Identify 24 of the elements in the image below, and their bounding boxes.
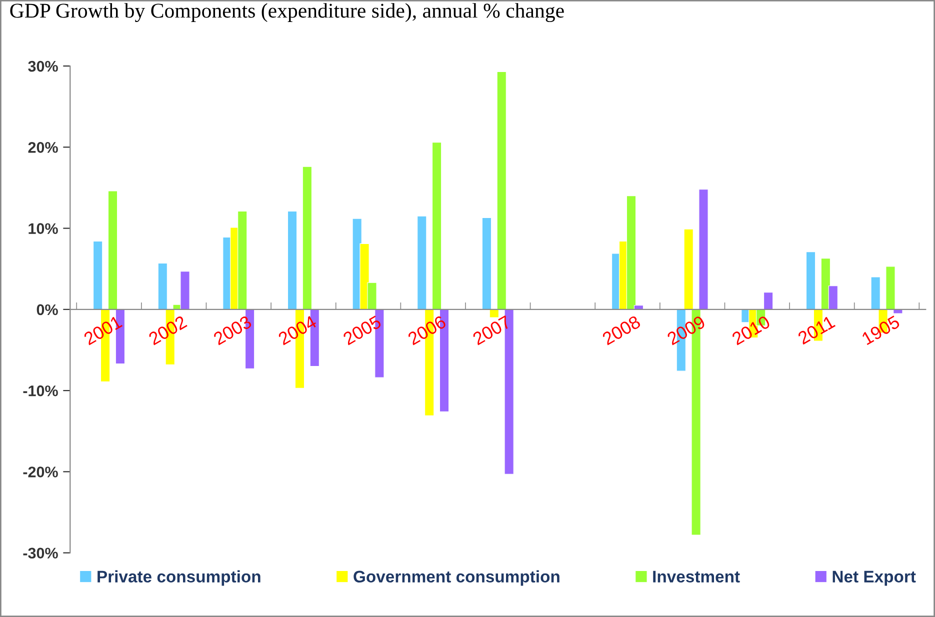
y-tick-label: -30%	[23, 548, 58, 559]
x-tick-label: 2001	[83, 315, 123, 346]
x-tick-label: 2008	[602, 315, 642, 346]
y-tick-label: 10%	[28, 223, 58, 234]
x-tick-label: 2011	[797, 315, 836, 345]
y-tick-label: -10%	[23, 385, 58, 396]
x-tick-label: 2010	[731, 315, 771, 346]
x-tick-label: 2002	[148, 315, 188, 346]
y-tick-label: 20%	[28, 142, 58, 153]
x-tick-label: 2005	[342, 315, 382, 346]
x-tick-label: 2006	[407, 315, 447, 346]
y-tick-label: 30%	[28, 60, 58, 72]
x-tick-label: 2004	[277, 314, 318, 346]
x-tick-label: 2003	[212, 315, 252, 346]
chart-title: GDP Growth by Components (expenditure side), annual % change	[10, 3, 564, 22]
x-tick-label: 2007	[472, 315, 512, 346]
legend-label: Private consumption	[98, 570, 260, 586]
legend-label: Net Export	[832, 570, 916, 586]
x-tick-label: 2009	[666, 315, 706, 346]
legend-label: Government consumption	[354, 570, 560, 586]
legend-label: Investment	[653, 570, 740, 583]
y-tick-label: -20%	[23, 466, 58, 478]
y-tick-label: 0%	[36, 304, 58, 316]
x-tick-label: 1905	[861, 315, 901, 346]
